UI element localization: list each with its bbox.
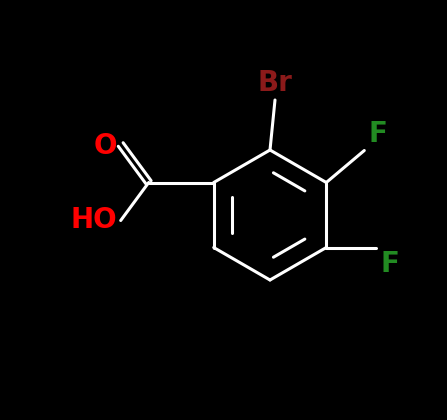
Text: O: O bbox=[93, 131, 117, 160]
Text: F: F bbox=[368, 120, 387, 147]
Text: HO: HO bbox=[70, 205, 117, 234]
Text: Br: Br bbox=[257, 69, 292, 97]
Text: F: F bbox=[380, 250, 399, 278]
